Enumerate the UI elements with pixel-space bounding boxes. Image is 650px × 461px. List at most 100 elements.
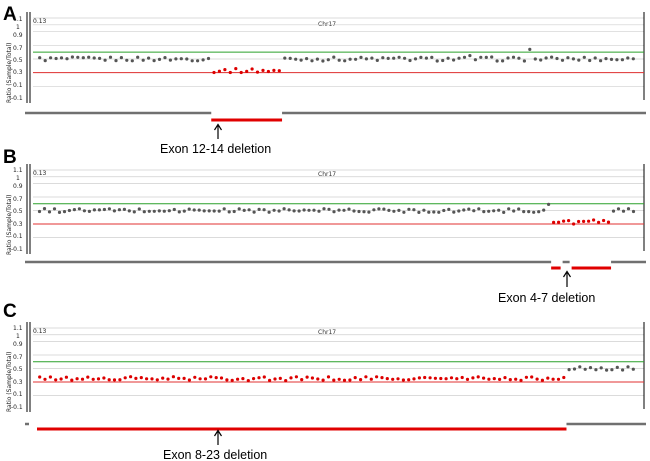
probe-point-deleted — [471, 376, 475, 380]
probe-point — [452, 210, 456, 214]
chromosome-label: Chr17 — [318, 171, 336, 178]
probe-point-deleted — [241, 377, 245, 381]
probe-point-deleted — [348, 378, 352, 382]
probe-point-deleted — [91, 377, 95, 381]
probe-point — [542, 208, 546, 212]
probe-point — [217, 209, 221, 213]
probe-point-deleted — [337, 377, 341, 381]
deletion-annotation: Exon 8-23 deletion — [163, 429, 267, 461]
probe-point — [310, 59, 314, 63]
arrow-head — [562, 270, 572, 278]
probe-point — [615, 58, 619, 62]
probe-point — [112, 209, 116, 213]
probe-point-deleted — [273, 377, 277, 381]
probe-point-deleted — [380, 376, 384, 380]
probe-point — [547, 202, 551, 206]
probe-point — [49, 56, 53, 60]
y-tick: 0.1 — [13, 82, 23, 89]
probe-point-deleted — [540, 378, 545, 382]
y-tick: 0.5 — [13, 57, 23, 64]
probe-point — [81, 56, 85, 60]
probe-point-deleted — [316, 377, 320, 381]
probe-point — [343, 59, 347, 63]
probe-point-deleted — [166, 377, 170, 381]
segment-track — [25, 422, 646, 431]
probe-point — [283, 56, 287, 60]
probe-point-deleted — [129, 375, 133, 379]
probe-point — [594, 368, 598, 372]
probe-point-deleted — [80, 377, 85, 381]
probe-point — [566, 56, 570, 60]
probe-point-deleted — [102, 376, 106, 380]
probe-point — [232, 209, 236, 214]
probe-point-deleted — [250, 67, 254, 71]
probe-point — [479, 55, 483, 59]
y-tick: 0.7 — [13, 354, 23, 361]
y-ticks: 1.1 1 0.9 0.7 0.5 0.3 0.1 -0.1 — [11, 16, 23, 102]
probe-point — [472, 209, 476, 213]
panel-letter: C — [3, 301, 17, 322]
probe-point-deleted — [225, 378, 229, 382]
probe-point — [302, 208, 306, 212]
probe-point — [321, 59, 325, 63]
probe-point-deleted — [602, 218, 606, 223]
probe-point-deleted — [572, 222, 576, 226]
probe-point — [522, 210, 526, 214]
probe-point-deleted — [193, 375, 197, 379]
probe-point — [457, 56, 461, 60]
probe-point — [527, 210, 531, 214]
probe-point — [352, 209, 356, 213]
probe-point — [621, 209, 626, 213]
probe-point-deleted — [209, 375, 213, 379]
probe-point-deleted — [524, 375, 529, 379]
probe-point-deleted — [606, 220, 611, 224]
probe-point-deleted — [266, 69, 270, 74]
probe-point — [312, 208, 316, 212]
probe-point — [187, 207, 191, 211]
probe-point — [354, 57, 358, 61]
probe-point — [42, 207, 47, 211]
probe-point-deleted — [214, 376, 218, 380]
probe-point-deleted — [417, 376, 421, 380]
probe-point-deleted — [161, 376, 165, 380]
probe-point — [70, 55, 74, 59]
probe-point — [626, 207, 631, 211]
probe-point — [190, 59, 194, 63]
probe-point — [381, 56, 385, 60]
probe-point — [593, 56, 597, 60]
probe-point — [147, 209, 151, 213]
probe-point — [417, 210, 421, 214]
probe-point — [282, 207, 286, 211]
probe-point — [555, 56, 559, 61]
probe-point — [299, 58, 303, 62]
probe-point-deleted — [107, 378, 111, 382]
probe-point-deleted — [289, 376, 293, 380]
probe-point — [267, 210, 271, 214]
probe-point — [237, 207, 241, 211]
probe-point — [297, 209, 301, 213]
annotation-text: Exon 4-7 deletion — [498, 291, 595, 305]
probe-point-deleted — [219, 376, 224, 380]
probe-point-deleted — [234, 67, 238, 71]
probe-point-deleted — [359, 378, 363, 382]
probe-point-deleted — [155, 378, 159, 382]
y-tick: 0.1 — [13, 391, 23, 398]
probe-point — [294, 57, 298, 61]
probe-point-deleted — [401, 378, 405, 382]
probe-point — [387, 208, 391, 212]
probe-point — [419, 55, 423, 60]
probe-point-deleted — [123, 376, 127, 380]
probe-point — [599, 366, 603, 370]
probe-point-deleted — [300, 378, 304, 382]
probe-point — [467, 207, 471, 211]
probe-point-deleted — [261, 68, 265, 72]
probe-point-deleted — [391, 377, 395, 381]
probe-point-deleted — [546, 376, 550, 380]
probe-point-deleted — [407, 378, 411, 382]
probe-point-deleted — [449, 376, 454, 380]
probe-point — [43, 59, 47, 63]
probe-point-deleted — [245, 69, 249, 73]
probe-point — [372, 208, 376, 212]
probe-point — [92, 208, 96, 212]
probe-point-deleted — [433, 376, 437, 380]
